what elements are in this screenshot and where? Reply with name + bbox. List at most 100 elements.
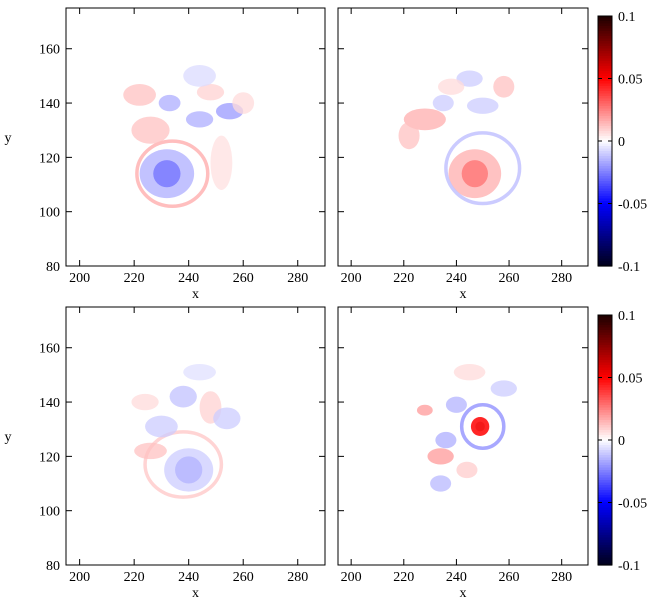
colorbar-segment bbox=[598, 535, 612, 539]
colorbar-segment bbox=[598, 26, 612, 30]
colorbar-segment bbox=[598, 477, 612, 481]
colorbar-segment bbox=[598, 395, 612, 399]
colorbar-segment bbox=[598, 400, 612, 404]
colorbar-segment bbox=[598, 402, 612, 406]
colorbar-segment bbox=[598, 550, 612, 554]
colorbar-segment bbox=[598, 410, 612, 414]
y-axis-label: y bbox=[5, 430, 12, 445]
x-tick-label: 280 bbox=[551, 570, 572, 585]
colorbar-segment bbox=[598, 166, 612, 170]
colorbar-segment bbox=[598, 497, 612, 501]
colorbar-tick-label: -0.05 bbox=[618, 198, 647, 213]
colorbar-segment bbox=[598, 377, 612, 381]
colorbar-segment bbox=[598, 58, 612, 62]
colorbar-tick-label: 0.05 bbox=[618, 73, 643, 88]
colorbar-tick-label: 0 bbox=[618, 135, 625, 150]
colorbar-tick-label: 0 bbox=[618, 434, 625, 449]
colorbar-segment bbox=[598, 213, 612, 217]
x-tick-label: 200 bbox=[341, 570, 362, 585]
colorbar-segment bbox=[598, 370, 612, 374]
colorbar-segment bbox=[598, 221, 612, 225]
blob-feature bbox=[438, 78, 465, 95]
colorbar-segment bbox=[598, 447, 612, 451]
colorbar-segment bbox=[598, 161, 612, 165]
ring-feature bbox=[135, 139, 210, 209]
x-tick-label: 240 bbox=[178, 570, 199, 585]
colorbar-segment bbox=[598, 360, 612, 364]
blob-feature bbox=[430, 475, 452, 492]
blob-feature bbox=[435, 431, 457, 449]
colorbar-segment bbox=[598, 21, 612, 25]
colorbar-segment bbox=[598, 475, 612, 479]
colorbar-segment bbox=[598, 248, 612, 252]
x-tick-label: 240 bbox=[446, 570, 467, 585]
colorbar-segment bbox=[598, 193, 612, 197]
blob-feature bbox=[183, 364, 216, 381]
colorbar-segment bbox=[598, 482, 612, 486]
colorbar-segment bbox=[598, 46, 612, 50]
colorbar-tick-label: 0.05 bbox=[618, 372, 643, 387]
colorbar-segment bbox=[598, 557, 612, 561]
colorbar-segment bbox=[598, 43, 612, 47]
y-tick-label: 140 bbox=[39, 97, 60, 112]
colorbar-segment bbox=[598, 412, 612, 416]
colorbar-segment bbox=[598, 31, 612, 35]
x-tick-label: 240 bbox=[446, 271, 467, 286]
colorbar-segment bbox=[598, 560, 612, 564]
colorbar-segment bbox=[598, 407, 612, 411]
colorbar-segment bbox=[598, 88, 612, 92]
colorbar-segment bbox=[598, 138, 612, 142]
colorbar-segment bbox=[598, 380, 612, 384]
ring-feature bbox=[143, 430, 224, 499]
field-features bbox=[398, 70, 522, 206]
colorbar-segment bbox=[598, 218, 612, 222]
x-tick-label: 280 bbox=[551, 271, 572, 286]
x-tick-label: 280 bbox=[287, 570, 308, 585]
colorbar-segment bbox=[598, 555, 612, 559]
colorbar-segment bbox=[598, 450, 612, 454]
blob-feature bbox=[490, 380, 517, 397]
colorbar-segment bbox=[598, 345, 612, 349]
y-tick-label: 100 bbox=[39, 505, 60, 520]
colorbar-segment bbox=[598, 462, 612, 466]
colorbar-segment bbox=[598, 515, 612, 519]
field-features bbox=[123, 65, 255, 209]
colorbar-segment bbox=[598, 116, 612, 120]
x-axis-label: x bbox=[460, 287, 467, 302]
colorbar-segment bbox=[598, 510, 612, 514]
colorbar-segment bbox=[598, 470, 612, 474]
colorbar-segment bbox=[598, 38, 612, 42]
colorbar-segment bbox=[598, 355, 612, 359]
colorbar-segment bbox=[598, 445, 612, 449]
blob-feature bbox=[123, 84, 156, 106]
colorbar-segment bbox=[598, 206, 612, 210]
colorbar-segment bbox=[598, 347, 612, 351]
blob-feature bbox=[185, 111, 214, 128]
colorbar-segment bbox=[598, 251, 612, 255]
colorbar-segment bbox=[598, 507, 612, 511]
blob-feature bbox=[196, 84, 225, 101]
colorbar-segment bbox=[598, 238, 612, 242]
colorbar-segment bbox=[598, 545, 612, 549]
colorbar-segment bbox=[598, 16, 612, 20]
x-tick-label: 260 bbox=[499, 570, 520, 585]
colorbar-segment bbox=[598, 148, 612, 152]
colorbar-segment bbox=[598, 540, 612, 544]
colorbar-segment bbox=[598, 405, 612, 409]
colorbar-segment bbox=[598, 487, 612, 491]
colorbar-segment bbox=[598, 261, 612, 265]
y-tick-label: 140 bbox=[39, 396, 60, 411]
colorbar-segment bbox=[598, 151, 612, 155]
colorbar-segment bbox=[598, 527, 612, 531]
blob-feature bbox=[432, 94, 454, 112]
colorbar-segment bbox=[598, 452, 612, 456]
colorbar-segment bbox=[598, 362, 612, 366]
colorbar-segment bbox=[598, 146, 612, 150]
y-tick-label: 120 bbox=[39, 450, 60, 465]
colorbar-segment bbox=[598, 415, 612, 419]
colorbar-segment bbox=[598, 226, 612, 230]
colorbar-segment bbox=[598, 505, 612, 509]
colorbar-segment bbox=[598, 520, 612, 524]
colorbar-segment bbox=[598, 425, 612, 429]
colorbar-tick-label: 0.1 bbox=[618, 309, 636, 324]
